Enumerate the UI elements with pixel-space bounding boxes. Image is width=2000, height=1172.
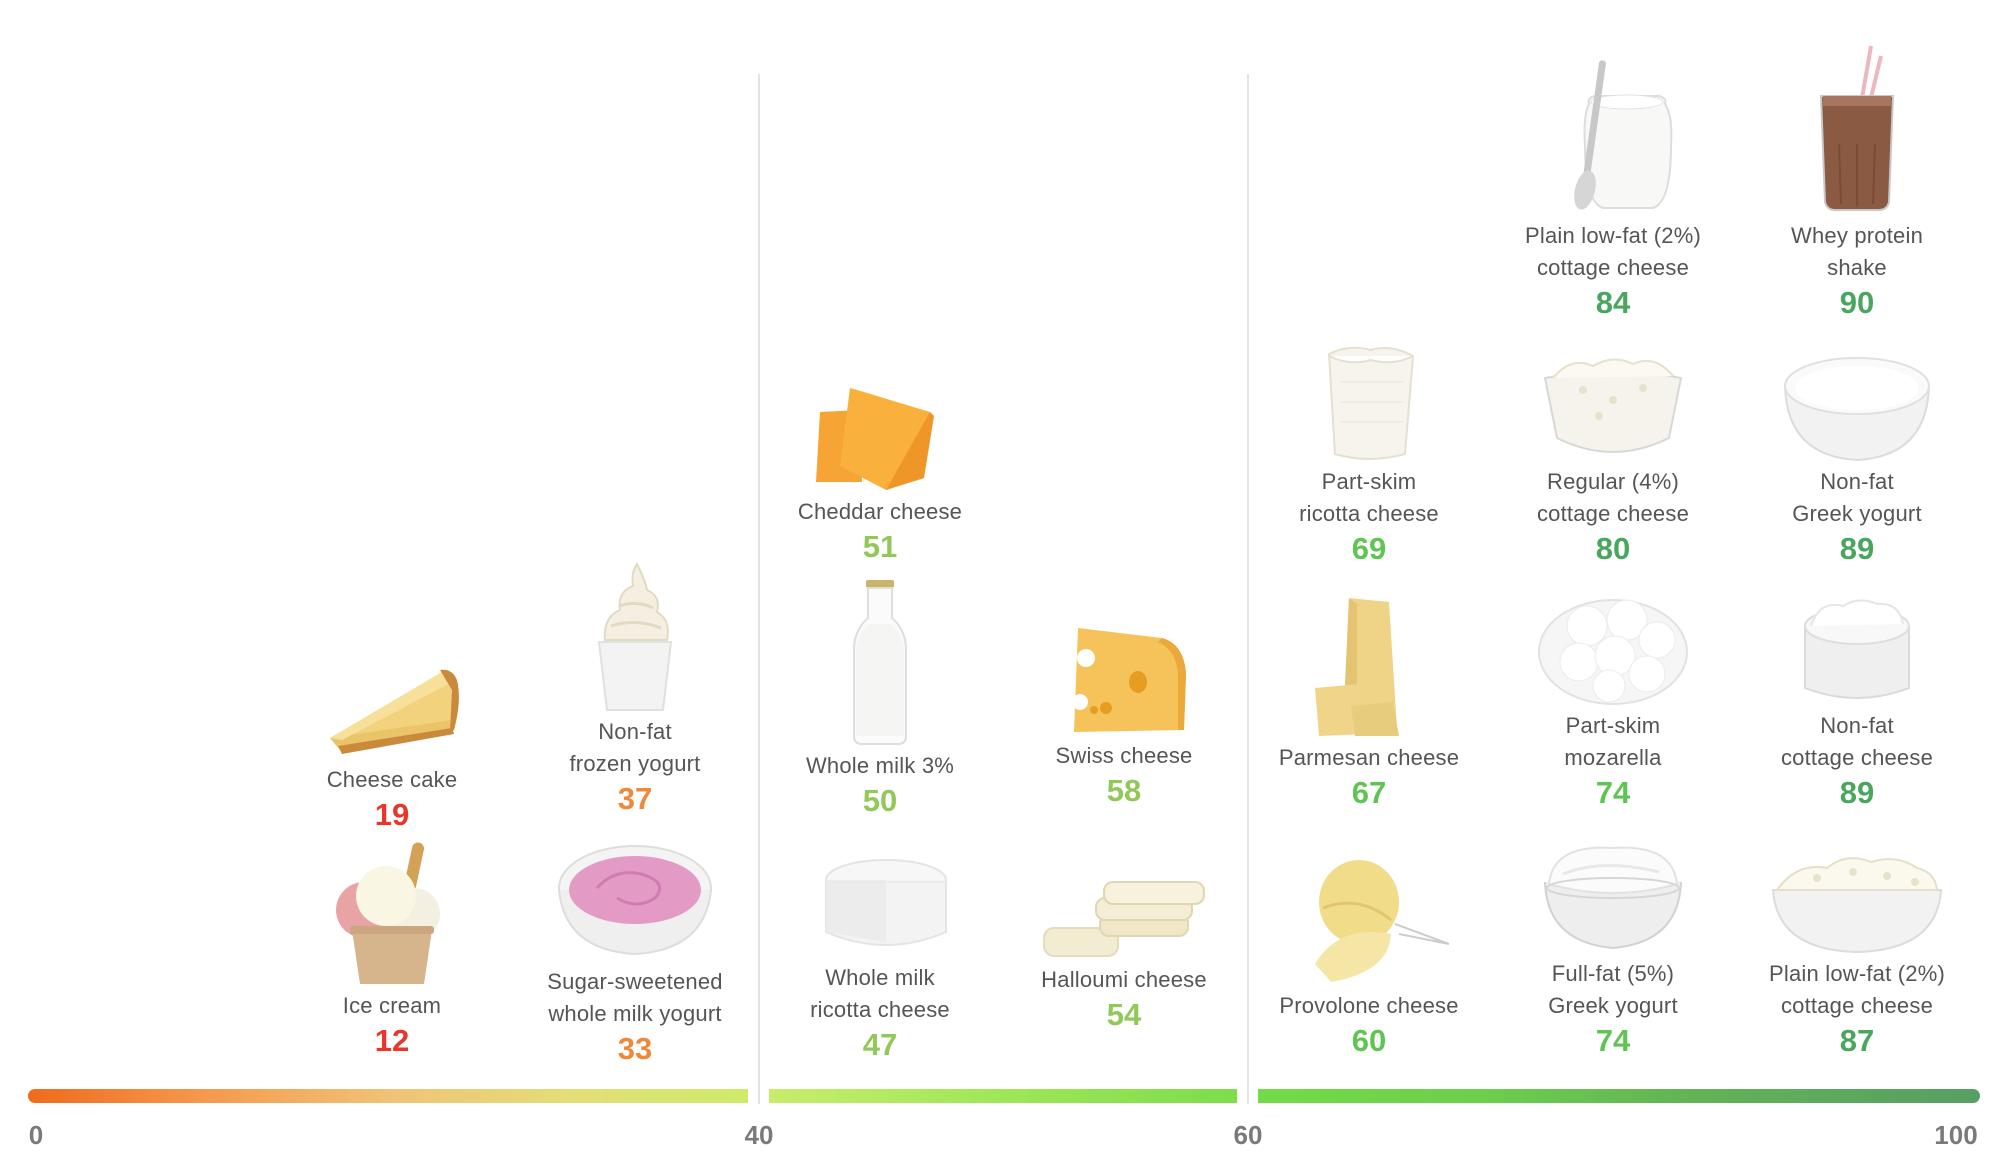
item-label: Ice cream [342,993,442,1018]
frozen-yogurt-cup-icon [545,562,725,712]
item-label: Part-skim ricotta cheese [1299,469,1439,526]
scale-bar-40-60 [769,1089,1237,1103]
item-cheddar-cheese: Cheddar cheese 51 [760,382,1000,566]
item-plain-low-fat-cottage-87: Plain low-fat (2%) cottage cheese 87 [1737,850,1977,1060]
item-score: 80 [1595,531,1631,566]
item-label: Plain low-fat (2%) cottage cheese [1769,961,1945,1018]
item-non-fat-frozen-yogurt: Non-fat frozen yogurt 37 [515,562,755,818]
parmesan-chunk-icon [1279,594,1459,738]
item-score: 19 [374,797,410,832]
pink-yogurt-bowl-icon [545,838,725,962]
mozzarella-bowl-icon [1523,592,1703,706]
cottage-cheese-glass-bowl-icon [1523,350,1703,462]
yogurt-jar-spoon-icon [1523,56,1703,216]
item-score: 89 [1839,531,1875,566]
divider-40 [758,74,760,1104]
provolone-icon [1279,854,1459,986]
item-label: Regular (4%) cottage cheese [1536,469,1690,526]
item-score: 69 [1351,531,1387,566]
item-label: Plain low-fat (2%) cottage cheese [1525,223,1701,280]
greek-yogurt-glass-bowl-icon [1523,844,1703,954]
item-label: Sugar-sweetened whole milk yogurt [547,969,723,1026]
item-swiss-cheese: Swiss cheese 58 [1004,620,1244,810]
ricotta-basket-icon [1279,342,1459,462]
item-score: 90 [1839,285,1875,320]
item-halloumi-cheese: Halloumi cheese 54 [1004,880,1244,1034]
item-score: 51 [862,529,898,564]
item-label: Cheese cake [326,767,458,792]
item-label: Non-fat frozen yogurt [569,719,701,776]
item-whole-milk-ricotta: Whole milk ricotta cheese 47 [760,852,1000,1064]
scale-bar-0-40 [28,1089,748,1103]
item-label: Parmesan cheese [1278,745,1460,770]
item-score: 37 [617,781,653,816]
item-score: 74 [1595,1023,1631,1058]
axis-tick-40: 40 [744,1120,774,1150]
item-part-skim-mozarella: Part-skim mozarella 74 [1493,592,1733,812]
item-label: Whey protein shake [1790,223,1923,280]
item-score: 47 [862,1027,898,1062]
item-full-fat-greek-yogurt: Full-fat (5%) Greek yogurt 74 [1493,844,1733,1060]
ice-cream-cup-icon [302,838,482,986]
item-score: 54 [1106,997,1142,1032]
item-parmesan-cheese: Parmesan cheese 67 [1249,594,1489,812]
halloumi-slices-icon [1034,880,1214,960]
item-provolone-cheese: Provolone cheese 60 [1249,854,1489,1060]
chocolate-shake-glass-icon [1767,44,1947,216]
item-score: 58 [1106,773,1142,808]
greek-yogurt-white-bowl-icon [1767,352,1947,462]
divider-60 [1247,74,1249,1104]
scale-bar-60-100 [1258,1089,1980,1103]
cheddar-blocks-icon [790,382,970,492]
cottage-cheese-tub-icon [1767,596,1947,706]
item-non-fat-cottage-cheese: Non-fat cottage cheese 89 [1737,596,1977,812]
milk-bottle-icon [790,578,970,746]
item-whey-protein-shake: Whey protein shake 90 [1737,44,1977,322]
item-sugar-sweetened-yogurt: Sugar-sweetened whole milk yogurt 33 [515,838,755,1068]
axis-tick-60: 60 [1233,1120,1263,1150]
item-score: 33 [617,1031,653,1066]
item-regular-cottage-cheese: Regular (4%) cottage cheese 80 [1493,350,1733,568]
item-label: Swiss cheese [1055,743,1193,768]
item-label: Halloumi cheese [1041,967,1207,992]
item-score: 74 [1595,775,1631,810]
item-plain-low-fat-cottage-84: Plain low-fat (2%) cottage cheese 84 [1493,56,1733,322]
item-score: 12 [374,1023,410,1058]
ricotta-wheel-icon [790,852,970,958]
item-label: Full-fat (5%) Greek yogurt [1548,961,1678,1018]
item-label: Cheddar cheese [797,499,963,524]
item-score: 84 [1595,285,1631,320]
axis-tick-100: 100 [1934,1120,1978,1150]
cottage-cheese-white-bowl-icon [1767,850,1947,954]
item-score: 50 [862,783,898,818]
item-score: 60 [1351,1023,1387,1058]
swiss-cheese-wedge-icon [1034,620,1214,736]
cheesecake-slice-icon [302,620,482,760]
item-label: Non-fat Greek yogurt [1792,469,1922,526]
item-label: Whole milk ricotta cheese [810,965,950,1022]
item-non-fat-greek-yogurt: Non-fat Greek yogurt 89 [1737,352,1977,568]
item-score: 67 [1351,775,1387,810]
item-label: Whole milk 3% [805,753,955,778]
item-part-skim-ricotta: Part-skim ricotta cheese 69 [1249,342,1489,568]
axis-tick-0: 0 [28,1120,44,1150]
item-score: 89 [1839,775,1875,810]
item-cheese-cake: Cheese cake 19 [272,620,512,834]
item-ice-cream: Ice cream 12 [272,838,512,1060]
item-score: 87 [1839,1023,1875,1058]
item-whole-milk: Whole milk 3% 50 [760,578,1000,820]
item-label: Provolone cheese [1279,993,1459,1018]
item-label: Part-skim mozarella [1564,713,1662,770]
item-label: Non-fat cottage cheese [1780,713,1934,770]
